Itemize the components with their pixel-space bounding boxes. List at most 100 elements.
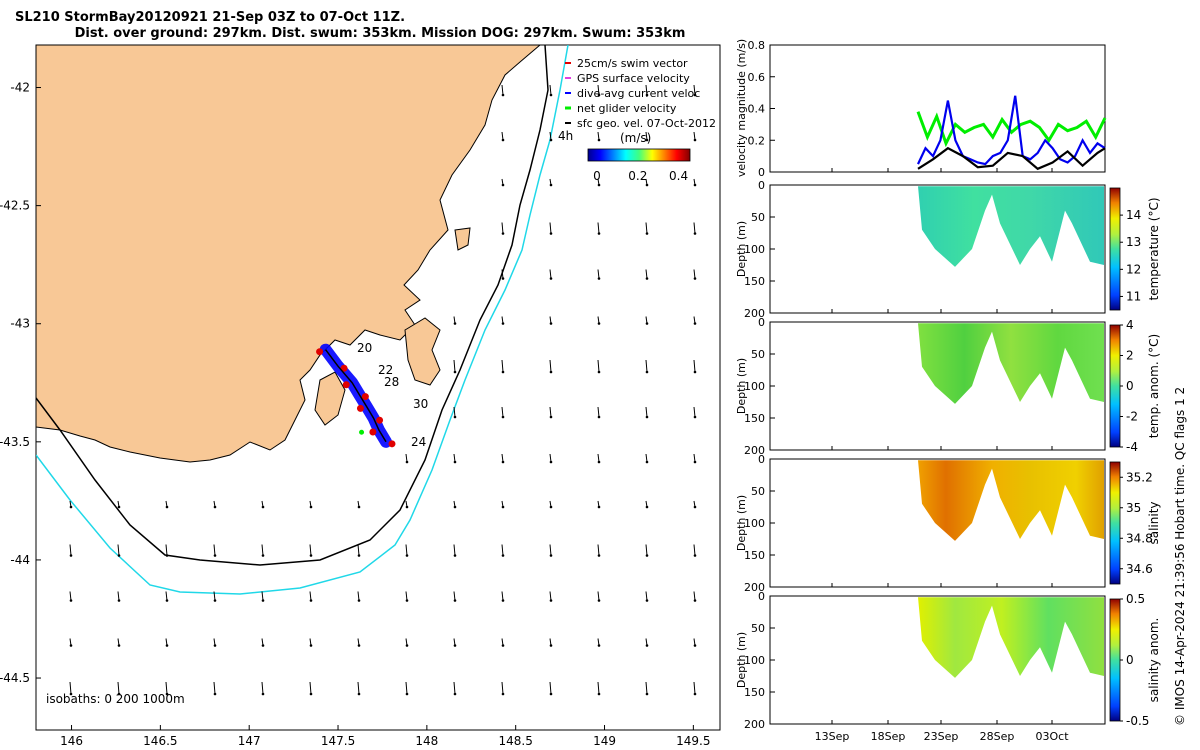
tasman-peninsula <box>404 317 441 386</box>
colorbar-tick-label: -4 <box>1126 440 1138 454</box>
arrow-head <box>117 599 121 602</box>
arrow-head <box>405 692 409 696</box>
arrow-head <box>645 554 649 557</box>
arrow-head <box>69 505 73 509</box>
map-y-tick-label: -43 <box>10 317 30 331</box>
arrow-head <box>501 183 505 187</box>
colorbar-tick-label: 35.2 <box>1126 470 1153 484</box>
arrow-head <box>309 554 313 557</box>
velocity-line-sfc-geo-vel- <box>917 146 1106 171</box>
isobath-200m <box>36 45 549 566</box>
velocity-arrow <box>693 131 697 142</box>
velocity-arrow <box>597 681 601 696</box>
arrow-shaft <box>501 681 504 695</box>
salinity-section-colorbar <box>1109 461 1121 585</box>
arrow-head <box>693 460 697 464</box>
time-axis-ticks: 13Sep 18Sep 23Sep 28Sep 03Oct <box>815 168 1069 743</box>
arrow-shaft <box>453 406 456 418</box>
velocity-arrow <box>357 681 361 696</box>
velocity-arrow <box>213 681 217 696</box>
velocity-arrow <box>213 544 217 557</box>
arrow-head <box>453 692 457 696</box>
map-y-tick-label: -43.5 <box>0 435 30 449</box>
maria-island <box>454 227 471 251</box>
arrow-shaft <box>501 453 504 463</box>
velocity-arrow <box>69 591 73 602</box>
arrow-head <box>117 644 121 647</box>
velocity-arrow <box>501 638 505 647</box>
velocity-y-tick-label: 0.2 <box>748 134 766 147</box>
arrow-shaft <box>117 681 120 695</box>
velocity-arrow <box>549 544 553 557</box>
velocity-arrow <box>501 406 505 419</box>
velocity-panel: 0 0.2 0.4 0.6 0.8 velocity magnitude (m/s) <box>735 39 1107 179</box>
isobaths-label: isobaths: 0 200 1000m <box>46 692 185 706</box>
velocity-arrow <box>693 178 697 187</box>
velocity-arrow <box>405 500 409 509</box>
arrow-head <box>117 692 121 696</box>
velocity-arrow <box>693 269 697 280</box>
velocity-arrow <box>645 500 649 509</box>
velocity-arrow <box>549 406 553 419</box>
velocity-arrow <box>501 178 505 187</box>
arrow-shaft <box>261 544 264 556</box>
velocity-arrow <box>405 544 409 557</box>
velocity-arrow <box>693 591 697 602</box>
velocity-arrow <box>261 638 265 647</box>
arrow-shaft <box>645 544 648 556</box>
velocity-arrow <box>597 222 601 235</box>
arrow-shaft <box>69 591 72 601</box>
velocity-arrow <box>165 544 169 557</box>
velocity-arrow <box>645 269 649 280</box>
arrow-shaft <box>549 544 552 556</box>
arrow-head <box>549 277 553 280</box>
arrow-head <box>501 644 505 647</box>
arrow-head <box>549 183 553 187</box>
arrow-shaft <box>453 544 456 556</box>
velocity-arrow <box>453 316 457 325</box>
arrow-head <box>117 554 121 557</box>
arrow-head <box>309 505 313 509</box>
arrow-head <box>165 692 169 696</box>
arrow-head <box>501 460 505 464</box>
arrow-shaft <box>405 591 408 601</box>
swim-vector-point <box>340 364 348 372</box>
map-x-ticks: 146 146.5 147 147.5 148 148.5 149 149.5 <box>60 725 711 748</box>
velocity-arrow <box>597 269 601 280</box>
velocity-arrow <box>501 453 505 464</box>
velocity-arrow <box>549 178 553 187</box>
arrow-shaft <box>165 681 168 695</box>
arrow-shaft <box>597 544 600 556</box>
map-x-tick-label: 146.5 <box>143 734 177 748</box>
velocity-arrow <box>693 406 697 419</box>
arrow-shaft <box>309 591 312 601</box>
arrow-head <box>405 460 409 464</box>
arrow-shaft <box>693 544 696 556</box>
arrow-head <box>597 460 601 464</box>
imos-credit: © IMOS 14-Apr-2024 21:39:56 Hobart time.… <box>1173 387 1187 726</box>
depth-tick-label: 150 <box>744 275 765 288</box>
arrow-head <box>309 599 313 602</box>
arrow-shaft <box>453 453 456 463</box>
arrow-head <box>693 505 697 509</box>
swim-vector-point <box>369 428 377 436</box>
arrow-shaft <box>693 681 696 695</box>
map-colorbar-tick-label: 0 <box>593 169 601 183</box>
velocity-arrow <box>693 453 697 464</box>
velocity-arrow <box>357 500 361 509</box>
map-x-tick-label: 146 <box>60 734 83 748</box>
depth-tick-label: 150 <box>744 549 765 562</box>
colorbar-tick-label: -0.5 <box>1126 714 1149 728</box>
arrow-head <box>549 322 553 325</box>
arrow-head <box>597 644 601 647</box>
map-x-tick-label: 148.5 <box>499 734 533 748</box>
velocity-arrow <box>645 178 649 187</box>
arrow-shaft <box>501 359 504 373</box>
velocity-arrow <box>453 591 457 602</box>
velocity-arrow <box>645 131 649 142</box>
arrow-head <box>213 599 217 602</box>
velocity-arrow <box>501 316 505 325</box>
arrow-shaft <box>213 681 216 695</box>
map-y-tick-label: -44 <box>10 553 30 567</box>
